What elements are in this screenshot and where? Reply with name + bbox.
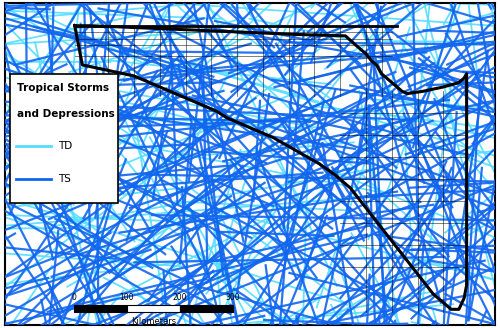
Bar [180, 305, 233, 312]
Text: and Depressions: and Depressions [18, 109, 115, 119]
Text: 200: 200 [172, 293, 187, 301]
Text: 100: 100 [120, 293, 134, 301]
Text: Tropical Storms: Tropical Storms [18, 83, 110, 93]
Bar [127, 305, 180, 312]
Text: Kilometers: Kilometers [131, 317, 176, 326]
Text: 0: 0 [71, 293, 76, 301]
Text: 300: 300 [226, 293, 240, 301]
Text: TD: TD [58, 141, 72, 151]
Bar [10, 74, 118, 203]
Text: TS: TS [58, 174, 71, 184]
Bar [74, 305, 127, 312]
